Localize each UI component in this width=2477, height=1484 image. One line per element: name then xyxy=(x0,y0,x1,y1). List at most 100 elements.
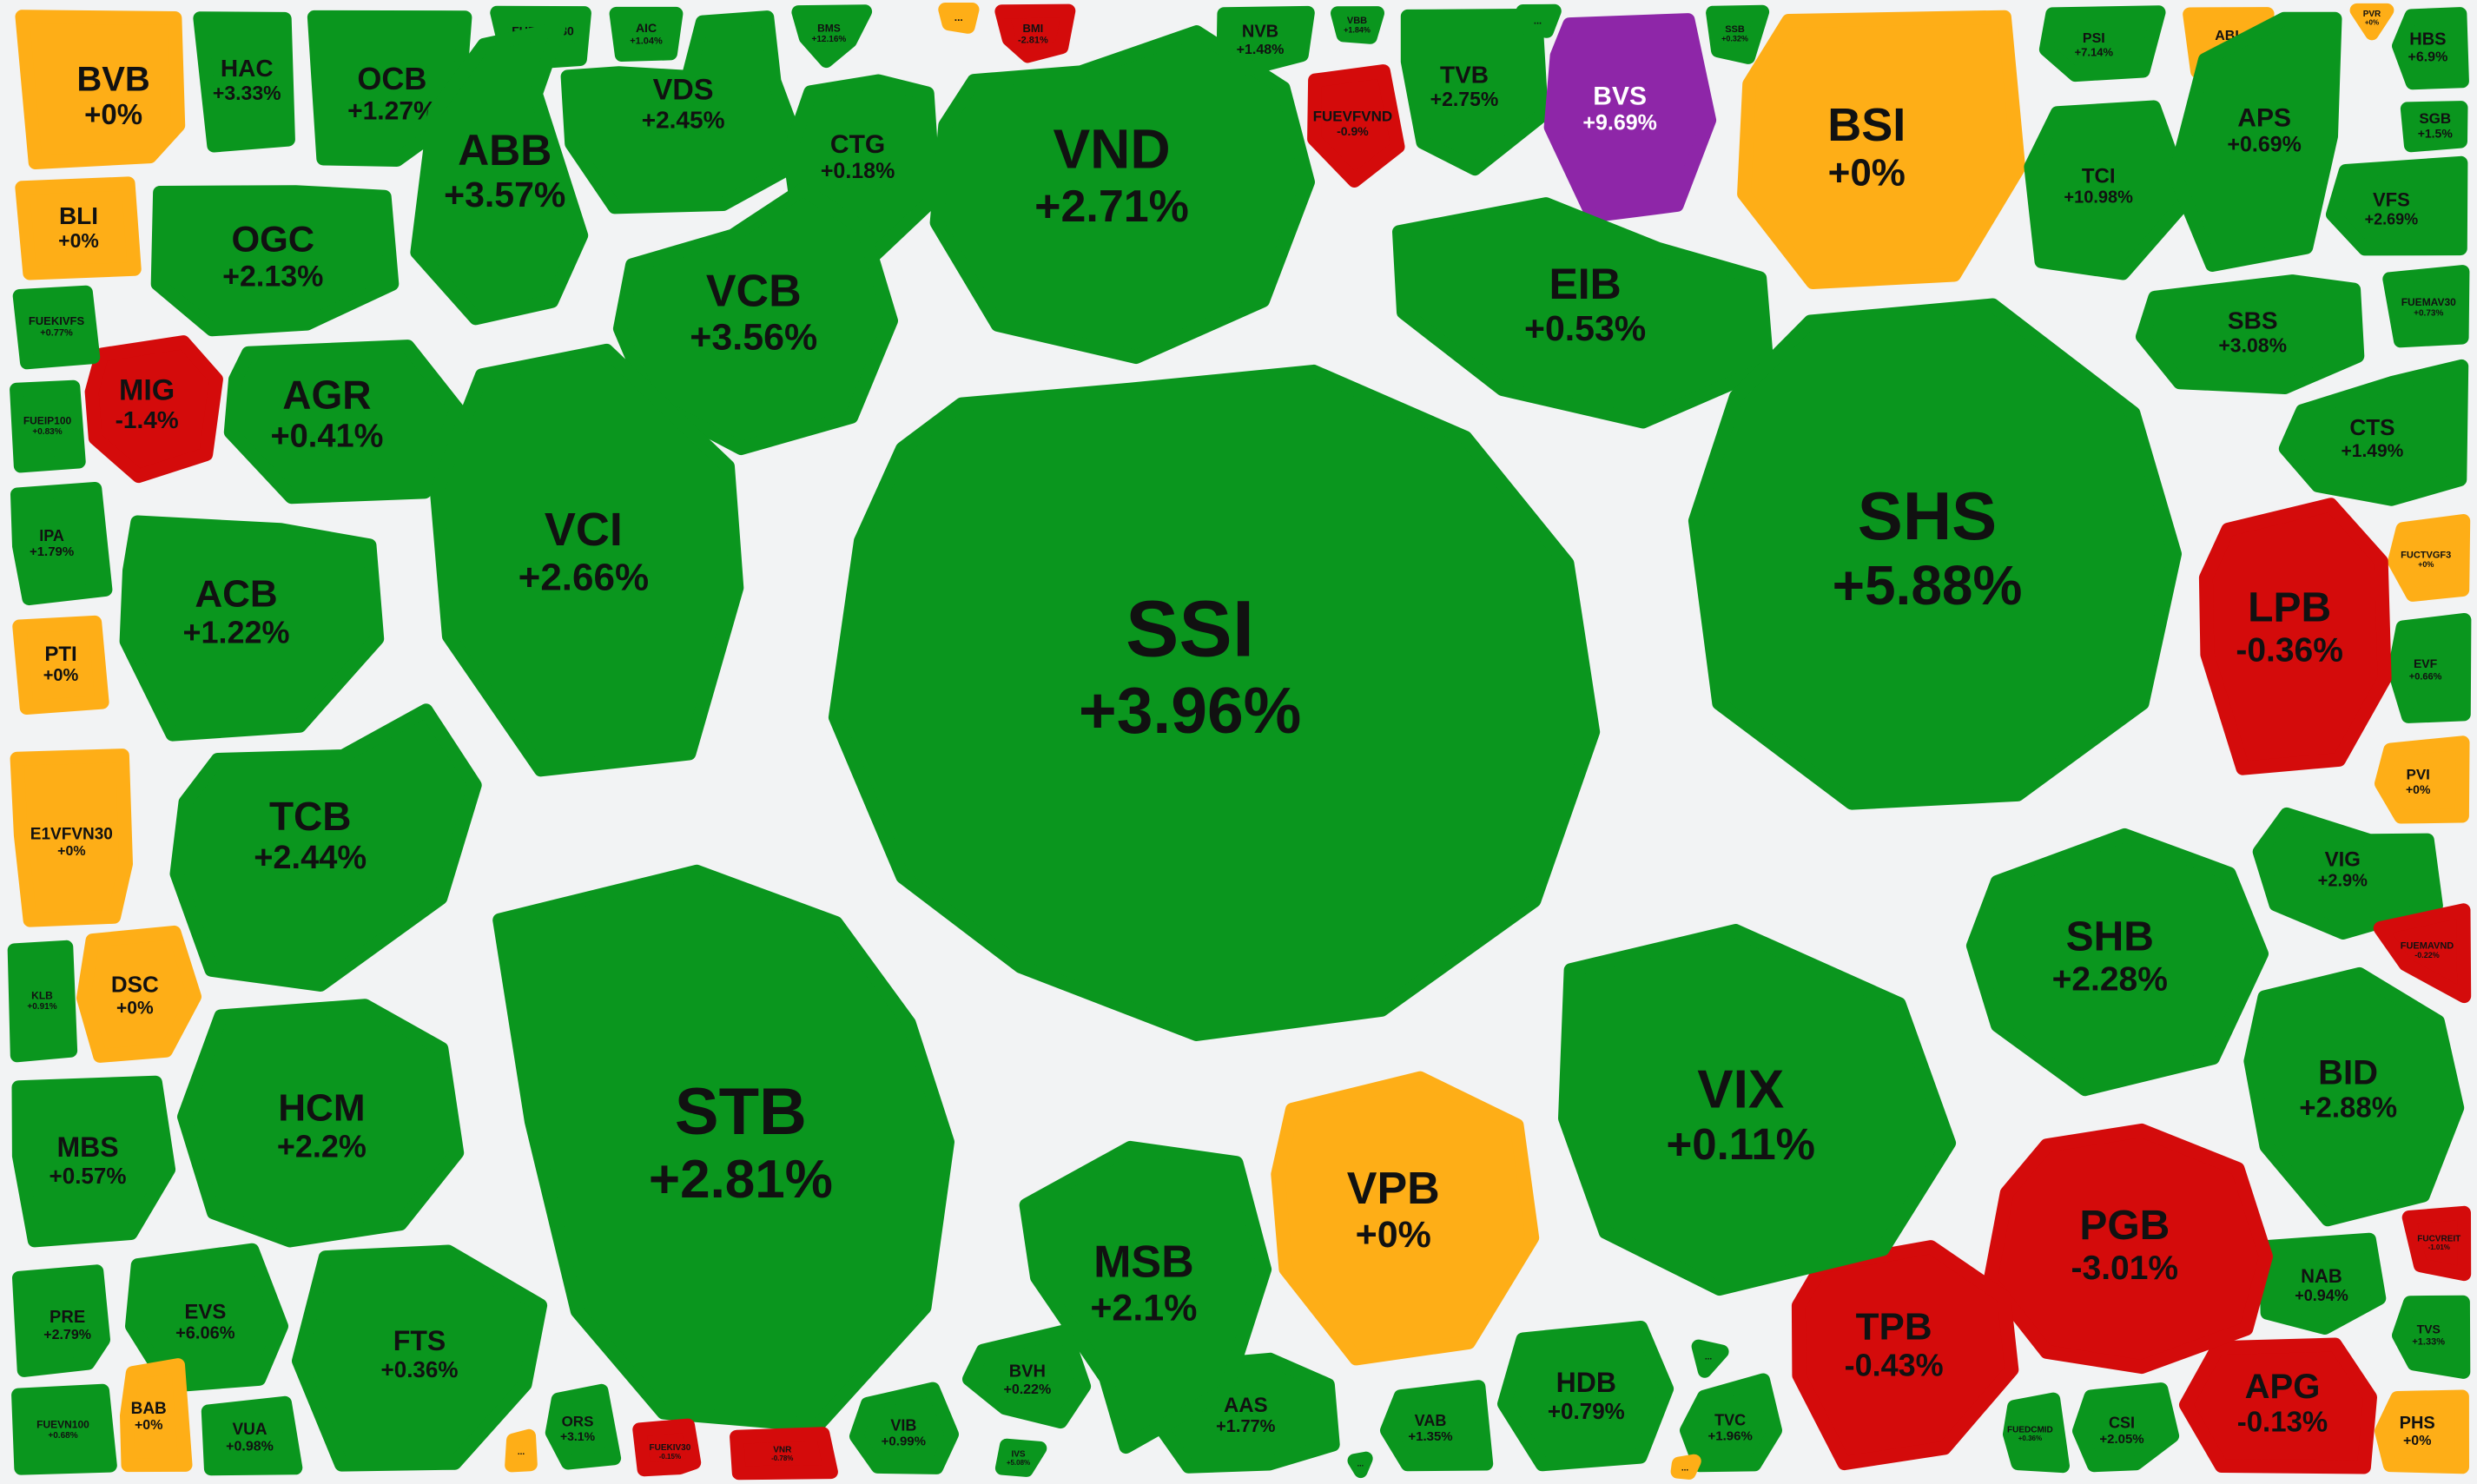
cell-SSB[interactable]: SSB +0.32% xyxy=(1706,4,1770,64)
AIC-tile[interactable] xyxy=(609,6,684,62)
cell-TVB[interactable]: TVB +2.75% xyxy=(1400,8,1549,176)
cell-VUA[interactable]: VUA +0.98% xyxy=(201,1395,303,1476)
IPA-tile[interactable] xyxy=(10,482,113,606)
cell-FUCTVGF3[interactable]: FUCTVGF3 +0% xyxy=(2388,514,2471,602)
PSI-tile[interactable] xyxy=(2038,5,2166,82)
VND-tile[interactable] xyxy=(929,25,1315,365)
cell-FUEIP100[interactable]: FUEIP100 +0.83% xyxy=(10,379,86,473)
EVF-tile[interactable] xyxy=(2388,613,2472,723)
cell-TVS[interactable]: TVS +1.33% xyxy=(2392,1295,2471,1379)
NAB-tile[interactable] xyxy=(2259,1232,2387,1335)
cell-TVC[interactable]: TVC +1.96% xyxy=(1680,1373,1782,1473)
cell-ORS[interactable]: ORS +3.1% xyxy=(545,1383,622,1470)
cell-BMI[interactable]: BMI -2.81% xyxy=(994,3,1076,63)
cell-IVS[interactable]: IVS +5.08% xyxy=(994,1438,1047,1477)
cell-TPB[interactable]: TPB -0.43% xyxy=(1791,1240,2019,1471)
cell-VNR[interactable]: VNR -0.78% xyxy=(730,1427,838,1481)
misc-48-tile[interactable] xyxy=(1691,1339,1729,1378)
VCB-tile[interactable] xyxy=(612,182,898,456)
FTS-tile[interactable] xyxy=(292,1244,548,1472)
cell-FUEKIV30[interactable]: FUEKIV30 -0.15% xyxy=(632,1418,702,1477)
PTI-tile[interactable] xyxy=(12,615,109,715)
cell-FUEVFVND[interactable]: FUEVFVND -0.9% xyxy=(1307,64,1405,188)
MIG-tile[interactable] xyxy=(84,335,223,484)
ABB-tile[interactable] xyxy=(410,22,589,326)
FUEMAV30-tile[interactable] xyxy=(2382,265,2470,348)
VPB-tile[interactable] xyxy=(1271,1071,1540,1366)
BVS-tile[interactable] xyxy=(1543,13,1717,223)
cell-CSI[interactable]: CSI +2.05% xyxy=(2072,1382,2180,1473)
PGB-tile[interactable] xyxy=(1983,1123,2273,1375)
BAB-tile[interactable] xyxy=(120,1358,193,1473)
cell-EVF[interactable]: EVF +0.66% xyxy=(2388,613,2472,723)
EVS-tile[interactable] xyxy=(125,1243,288,1393)
cell-VPB[interactable]: VPB +0% xyxy=(1271,1071,1540,1366)
cell-HDB[interactable]: HDB +0.79% xyxy=(1497,1321,1674,1472)
cell-MIG[interactable]: MIG -1.4% xyxy=(84,335,223,484)
VDS-tile[interactable] xyxy=(560,10,811,214)
VNR-tile[interactable] xyxy=(730,1427,838,1481)
DSC-tile[interactable] xyxy=(76,925,201,1063)
cell-PGB[interactable]: PGB -3.01% xyxy=(1983,1123,2273,1375)
E1VFVN30-tile[interactable] xyxy=(10,749,133,927)
APG-tile[interactable] xyxy=(2179,1337,2377,1474)
cell-BLI[interactable]: BLI +0% xyxy=(15,176,142,280)
cell-misc-49[interactable]: ... xyxy=(1670,1454,1701,1480)
LPB-tile[interactable] xyxy=(2198,498,2392,775)
TCI-tile[interactable] xyxy=(2024,100,2195,280)
OGC-tile[interactable] xyxy=(150,185,400,337)
SHB-tile[interactable] xyxy=(1965,828,2269,1097)
cell-SHB[interactable]: SHB +2.28% xyxy=(1965,828,2269,1097)
BVH-tile[interactable] xyxy=(962,1324,1092,1429)
FUEIP100-tile[interactable] xyxy=(10,379,86,473)
cell-NVB[interactable]: NVB +1.48% xyxy=(1216,5,1315,76)
TVC-tile[interactable] xyxy=(1680,1373,1782,1473)
cell-VIX[interactable]: VIX +0.11% xyxy=(1558,924,1957,1296)
FUCVREIT-tile[interactable] xyxy=(2401,1205,2472,1282)
BSI-tile[interactable] xyxy=(1737,10,2026,289)
FUEKIV30-tile[interactable] xyxy=(632,1418,702,1477)
VUA-tile[interactable] xyxy=(201,1395,303,1476)
FUEVFVND-tile[interactable] xyxy=(1307,64,1405,188)
cell-OGC[interactable]: OGC +2.13% xyxy=(150,185,400,337)
PHS-tile[interactable] xyxy=(2375,1389,2469,1474)
MBS-tile[interactable] xyxy=(11,1075,176,1248)
VFS-tile[interactable] xyxy=(2326,155,2468,256)
SBS-tile[interactable] xyxy=(2136,274,2365,394)
TCB-tile[interactable] xyxy=(169,703,482,992)
cell-ACB[interactable]: ACB +1.22% xyxy=(119,515,385,742)
TPB-tile[interactable] xyxy=(1791,1240,2019,1471)
cell-PVR[interactable]: PVR +0% xyxy=(2349,3,2394,41)
cell-PVI[interactable]: PVI +0% xyxy=(2375,735,2470,824)
misc-15-tile[interactable] xyxy=(1516,3,1562,38)
VCI-tile[interactable] xyxy=(429,343,744,777)
CTS-tile[interactable] xyxy=(2278,359,2469,506)
cell-BVH[interactable]: BVH +0.22% xyxy=(962,1324,1092,1429)
VIX-tile[interactable] xyxy=(1558,924,1957,1296)
HDB-tile[interactable] xyxy=(1497,1321,1674,1472)
VIG-tile[interactable] xyxy=(2252,807,2443,940)
cell-VND[interactable]: VND +2.71% xyxy=(929,25,1315,365)
cell-NAB[interactable]: NAB +0.94% xyxy=(2259,1232,2387,1335)
cell-BVB[interactable]: BVB +0% xyxy=(15,10,186,169)
VIB-tile[interactable] xyxy=(849,1382,959,1474)
misc-8-tile[interactable] xyxy=(938,3,980,34)
HAC-tile[interactable] xyxy=(193,11,295,153)
STB-tile[interactable] xyxy=(492,864,954,1433)
cell-DSC[interactable]: DSC +0% xyxy=(76,925,201,1063)
ACB-tile[interactable] xyxy=(119,515,385,742)
IVS-tile[interactable] xyxy=(994,1438,1047,1477)
misc-53-tile[interactable] xyxy=(1347,1451,1373,1479)
cell-APG[interactable]: APG -0.13% xyxy=(2179,1337,2377,1474)
cell-PRE[interactable]: PRE +2.79% xyxy=(12,1264,110,1377)
CSI-tile[interactable] xyxy=(2072,1382,2180,1473)
cell-misc-64[interactable]: ... xyxy=(505,1428,538,1473)
FUEMAVND-tile[interactable] xyxy=(2373,903,2472,1004)
cell-IPA[interactable]: IPA +1.79% xyxy=(10,482,113,606)
BMS-tile[interactable] xyxy=(791,4,873,69)
cell-VAB[interactable]: VAB +1.35% xyxy=(1380,1380,1494,1472)
cell-AGR[interactable]: AGR +0.41% xyxy=(223,340,464,505)
cell-SGB[interactable]: SGB +1.5% xyxy=(2400,101,2468,153)
cell-CTS[interactable]: CTS +1.49% xyxy=(2278,359,2469,506)
cell-E1VFVN30[interactable]: E1VFVN30 +0% xyxy=(10,749,133,927)
